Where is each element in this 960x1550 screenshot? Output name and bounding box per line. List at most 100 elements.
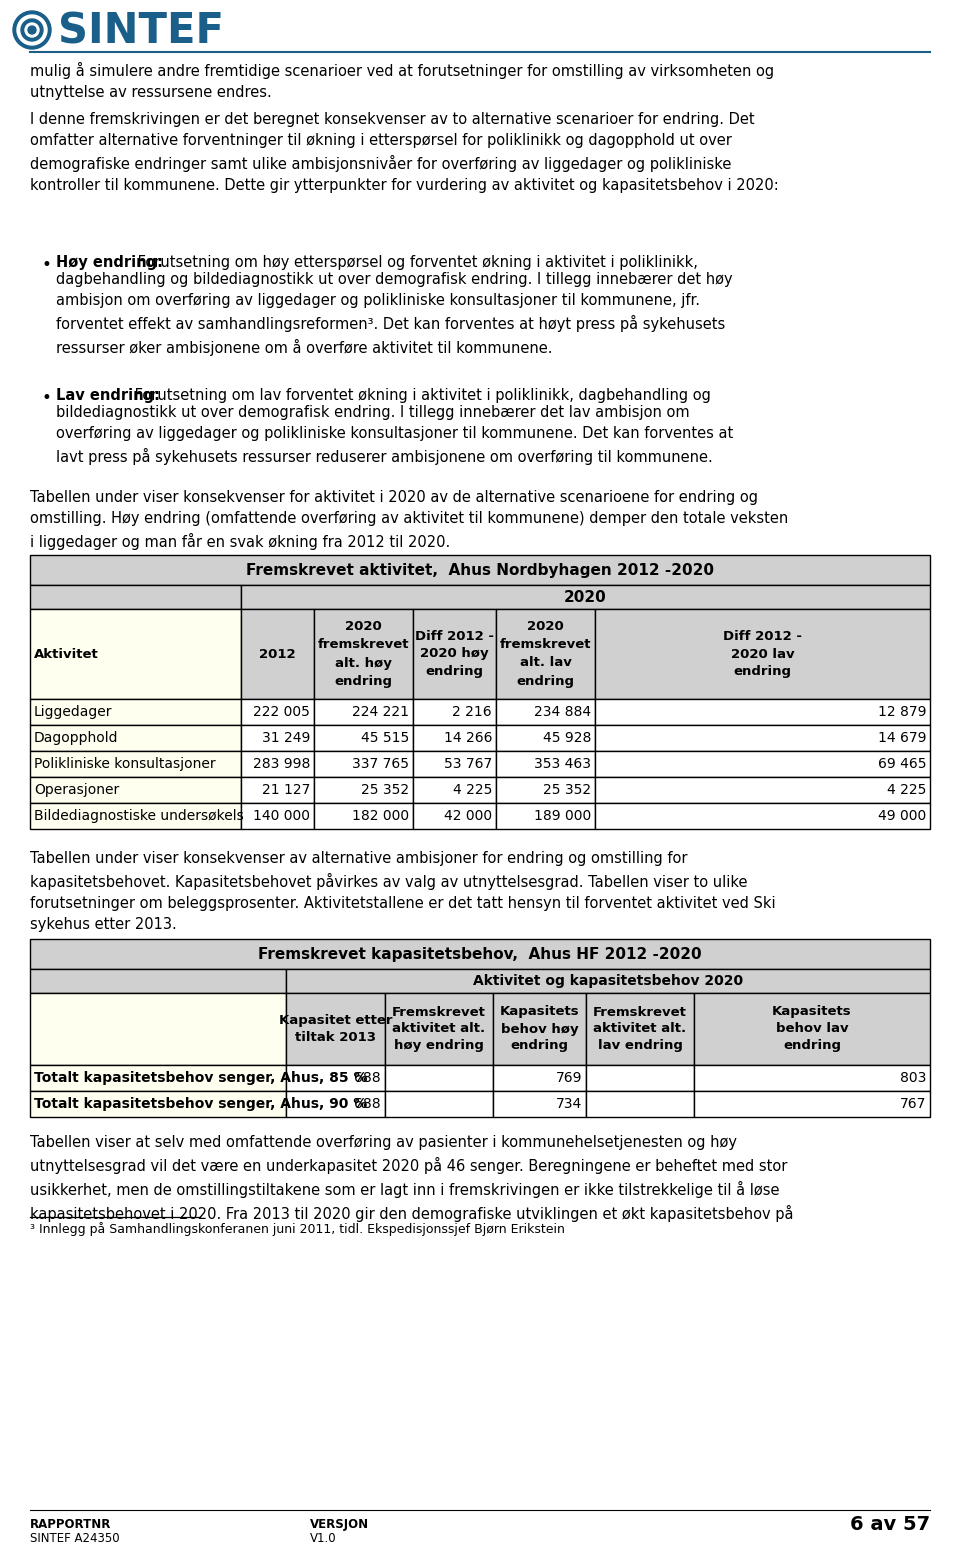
Bar [286,1091,385,1118]
Text: 2 216: 2 216 [452,705,492,719]
Text: Fremskrevet kapasitetsbehov,  Ahus HF 2012 -2020: Fremskrevet kapasitetsbehov, Ahus HF 201… [258,947,702,961]
Text: 4 225: 4 225 [887,783,926,797]
Text: Forutsetning om høy etterspørsel og forventet økning i aktivitet i poliklinikk,: Forutsetning om høy etterspørsel og forv… [133,256,698,270]
Bar [314,803,413,829]
Text: 45 515: 45 515 [361,732,409,746]
Bar [694,994,930,1065]
Text: SINTEF A24350: SINTEF A24350 [30,1531,120,1545]
Text: Dagopphold: Dagopphold [34,732,118,746]
Text: I denne fremskrivingen er det beregnet konsekvenser av to alternative scenarioer: I denne fremskrivingen er det beregnet k… [30,112,779,194]
Text: Totalt kapasitetsbehov senger, Ahus, 85 %: Totalt kapasitetsbehov senger, Ahus, 85 … [34,1071,368,1085]
Text: Fremskrevet
aktivitet alt.
høy endring: Fremskrevet aktivitet alt. høy endring [392,1006,486,1052]
Text: 49 000: 49 000 [877,809,926,823]
Bar [496,609,595,699]
Bar [314,752,413,777]
Bar [241,609,314,699]
Text: Kapasitets
behov lav
endring: Kapasitets behov lav endring [772,1006,852,1052]
Bar [595,752,930,777]
Text: Forutsetning om lav forventet økning i aktivitet i poliklinikk, dagbehandling og: Forutsetning om lav forventet økning i a… [131,388,711,403]
Bar [496,699,595,725]
Bar [586,1065,694,1091]
Bar [413,725,496,752]
Text: Aktivitet: Aktivitet [34,648,99,660]
Text: Lav endring:: Lav endring: [56,388,160,403]
Bar [413,752,496,777]
Text: 25 352: 25 352 [542,783,591,797]
Bar [286,969,930,994]
Bar [30,939,930,969]
Text: 767: 767 [900,1097,926,1111]
Bar [314,609,413,699]
Text: 4 225: 4 225 [452,783,492,797]
Bar [493,1091,586,1118]
Bar [30,777,241,803]
Circle shape [17,16,47,45]
Text: 734: 734 [556,1097,582,1111]
Text: ³ Innlegg på Samhandlingskonferanen juni 2011, tidl. Ekspedisjonssjef Bjørn Erik: ³ Innlegg på Samhandlingskonferanen juni… [30,1221,564,1235]
Bar [595,803,930,829]
Bar [30,752,241,777]
Text: Kapasitets
behov høy
endring: Kapasitets behov høy endring [500,1006,579,1052]
Bar [241,752,314,777]
Bar [493,994,586,1065]
Bar [413,609,496,699]
Text: Tabellen under viser konsekvenser for aktivitet i 2020 av de alternative scenari: Tabellen under viser konsekvenser for ak… [30,490,788,550]
Text: V1.0: V1.0 [310,1531,337,1545]
Text: 688: 688 [354,1071,381,1085]
Circle shape [13,11,51,50]
Bar [496,752,595,777]
Bar [413,699,496,725]
Text: mulig å simulere andre fremtidige scenarioer ved at forutsetninger for omstillin: mulig å simulere andre fremtidige scenar… [30,62,774,101]
Text: Aktivitet og kapasitetsbehov 2020: Aktivitet og kapasitetsbehov 2020 [473,973,743,987]
Text: •: • [42,256,52,274]
Bar [496,725,595,752]
Bar [314,699,413,725]
Text: 21 127: 21 127 [262,783,310,797]
Text: 2020
fremskrevet
alt. lav
endring: 2020 fremskrevet alt. lav endring [500,620,591,688]
Text: Kapasitet etter
tiltak 2013: Kapasitet etter tiltak 2013 [278,1014,393,1045]
Text: 31 249: 31 249 [262,732,310,746]
Text: 140 000: 140 000 [253,809,310,823]
Bar [496,803,595,829]
Bar [286,994,385,1065]
Bar [30,609,241,699]
Text: 69 465: 69 465 [877,756,926,770]
Bar [586,1091,694,1118]
Text: 688: 688 [354,1097,381,1111]
Text: Diff 2012 -
2020 høy
endring: Diff 2012 - 2020 høy endring [415,629,494,679]
Text: 45 928: 45 928 [542,732,591,746]
Bar [241,777,314,803]
Text: Liggedager: Liggedager [34,705,112,719]
Bar [30,584,241,609]
Text: •: • [42,389,52,408]
Bar [385,994,493,1065]
Text: Totalt kapasitetsbehov senger, Ahus, 90 %: Totalt kapasitetsbehov senger, Ahus, 90 … [34,1097,368,1111]
Text: Bildediagnostiske undersøkels: Bildediagnostiske undersøkels [34,809,244,823]
Text: 224 221: 224 221 [352,705,409,719]
Text: 53 767: 53 767 [444,756,492,770]
Text: 6 av 57: 6 av 57 [850,1516,930,1534]
Text: 12 879: 12 879 [877,705,926,719]
Bar [241,803,314,829]
Text: 2020: 2020 [564,589,607,604]
Bar [595,609,930,699]
Bar [385,1065,493,1091]
Bar [496,777,595,803]
Text: 234 884: 234 884 [534,705,591,719]
Text: Fremskrevet aktivitet,  Ahus Nordbyhagen 2012 -2020: Fremskrevet aktivitet, Ahus Nordbyhagen … [246,563,714,578]
Text: SINTEF: SINTEF [58,9,224,53]
Text: 14 266: 14 266 [444,732,492,746]
Bar [586,994,694,1065]
Text: Operasjoner: Operasjoner [34,783,119,797]
Bar [595,725,930,752]
Text: 2012: 2012 [259,648,296,660]
Text: 769: 769 [556,1071,582,1085]
Bar [413,803,496,829]
Bar [493,1065,586,1091]
Circle shape [25,23,39,37]
Text: RAPPORTNR: RAPPORTNR [30,1517,111,1531]
Circle shape [28,26,36,34]
Bar [30,555,930,584]
Bar [694,1091,930,1118]
Bar [314,725,413,752]
